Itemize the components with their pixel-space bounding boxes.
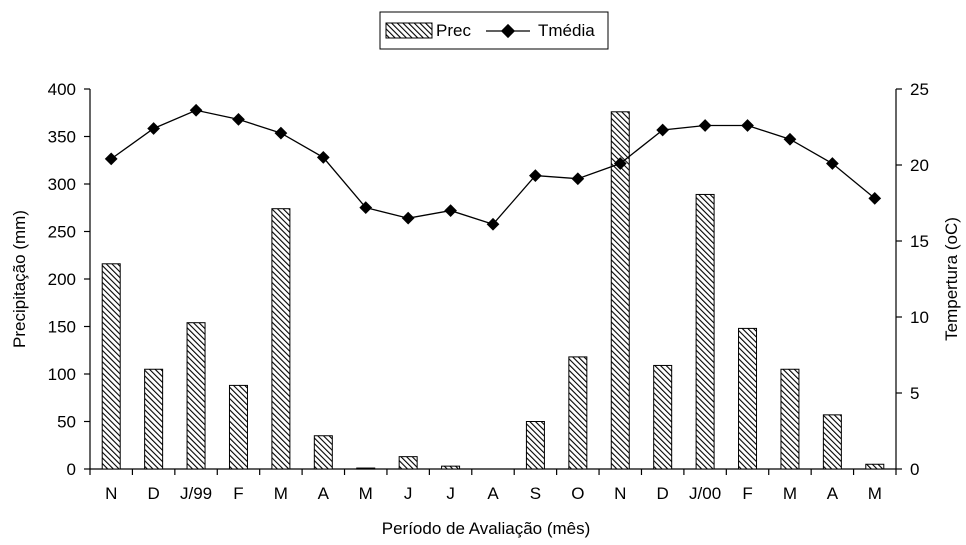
- x-tick-label: A: [827, 484, 839, 503]
- x-tick-label: S: [530, 484, 541, 503]
- line-series-tmedia: [110, 109, 876, 226]
- x-tick-label: O: [571, 484, 584, 503]
- x-tick-label: M: [359, 484, 373, 503]
- bar-prec: [398, 456, 418, 470]
- legend-label-prec: Prec: [436, 21, 471, 40]
- y-left-tick-label: 350: [48, 128, 76, 147]
- legend-bar-swatch: [385, 22, 433, 39]
- x-tick-label: A: [487, 484, 499, 503]
- bar-series-prec: [101, 111, 885, 470]
- line-point-tmedia: [147, 122, 160, 135]
- y-left-tick-label: 300: [48, 175, 76, 194]
- x-tick-label: A: [318, 484, 330, 503]
- line-point-tmedia: [104, 152, 118, 166]
- line-point-tmedia: [783, 132, 797, 146]
- line-point-tmedia: [529, 169, 542, 183]
- bar-prec: [271, 208, 291, 470]
- bar-prec: [738, 327, 758, 470]
- line-point-tmedia: [741, 119, 754, 132]
- y-left-tick-label: 150: [48, 318, 76, 337]
- x-tick-label: D: [147, 484, 159, 503]
- x-tick-label: N: [105, 484, 117, 503]
- line-markers-tmedia: [104, 103, 882, 231]
- line-point-tmedia: [232, 113, 245, 126]
- y-left-tick-label: 100: [48, 365, 76, 384]
- y-right-tick-label: 15: [910, 232, 929, 251]
- bar-prec: [610, 111, 630, 470]
- bar-prec: [822, 414, 842, 470]
- bar-prec: [695, 193, 715, 470]
- bar-prec: [186, 322, 206, 470]
- x-tick-label: D: [657, 484, 669, 503]
- line-point-tmedia: [444, 204, 457, 217]
- x-tick-label: F: [742, 484, 752, 503]
- bar-prec: [865, 463, 885, 470]
- bar-prec: [356, 467, 376, 470]
- x-tick-label: N: [614, 484, 626, 503]
- line-point-tmedia: [401, 211, 415, 225]
- y-axis-right-title: Tempertura (oC): [942, 217, 961, 341]
- line-point-tmedia: [274, 126, 288, 140]
- bar-prec: [780, 368, 800, 470]
- bar-prec: [228, 384, 248, 470]
- bar-prec: [653, 364, 673, 470]
- y-axis-right-ticks: 0 5 10 15 20 25: [896, 80, 929, 479]
- line-point-tmedia: [698, 119, 712, 132]
- x-axis-ticks: N D J/99 F M A M J J A S O N D J/00 F M A M: [89, 469, 897, 503]
- line-point-tmedia: [571, 172, 585, 186]
- y-left-tick-label: 250: [48, 223, 76, 242]
- bar-prec: [101, 263, 121, 470]
- legend: Prec Tmédia: [379, 11, 609, 50]
- y-right-tick-label: 10: [910, 308, 929, 327]
- y-right-tick-label: 20: [910, 156, 929, 175]
- legend-label-tmedia: Tmédia: [538, 21, 595, 40]
- x-axis-title: Período de Avaliação (mês): [382, 519, 591, 538]
- bar-prec: [568, 356, 588, 470]
- bar-prec: [525, 421, 545, 470]
- x-tick-label: J: [404, 484, 413, 503]
- y-right-tick-label: 5: [910, 384, 919, 403]
- line-point-tmedia: [316, 151, 330, 164]
- bar-prec: [313, 435, 333, 470]
- y-left-tick-label: 0: [67, 460, 76, 479]
- x-tick-label: J: [446, 484, 455, 503]
- x-tick-label: J/99: [180, 484, 212, 503]
- x-tick-label: M: [868, 484, 882, 503]
- y-left-tick-label: 400: [48, 80, 76, 99]
- line-point-tmedia: [613, 157, 627, 170]
- x-tick-label: M: [783, 484, 797, 503]
- legend-marker: [500, 23, 516, 39]
- line-point-tmedia: [359, 201, 373, 214]
- bar-prec: [441, 465, 461, 470]
- x-tick-label: M: [274, 484, 288, 503]
- line-point-tmedia: [656, 123, 670, 137]
- y-axis-left-ticks: 0 50 100 150 200 250 300 350 400: [48, 80, 90, 479]
- y-axis-left-title: Precipitação (mm): [10, 210, 29, 348]
- line-point-tmedia: [189, 103, 203, 117]
- bar-prec: [144, 368, 164, 470]
- line-point-tmedia: [826, 157, 839, 170]
- y-right-tick-label: 25: [910, 80, 929, 99]
- y-left-tick-label: 50: [57, 413, 76, 432]
- line-point-tmedia: [486, 217, 500, 231]
- y-left-tick-label: 200: [48, 270, 76, 289]
- y-right-tick-label: 0: [910, 460, 919, 479]
- x-tick-label: F: [233, 484, 243, 503]
- x-tick-label: J/00: [689, 484, 721, 503]
